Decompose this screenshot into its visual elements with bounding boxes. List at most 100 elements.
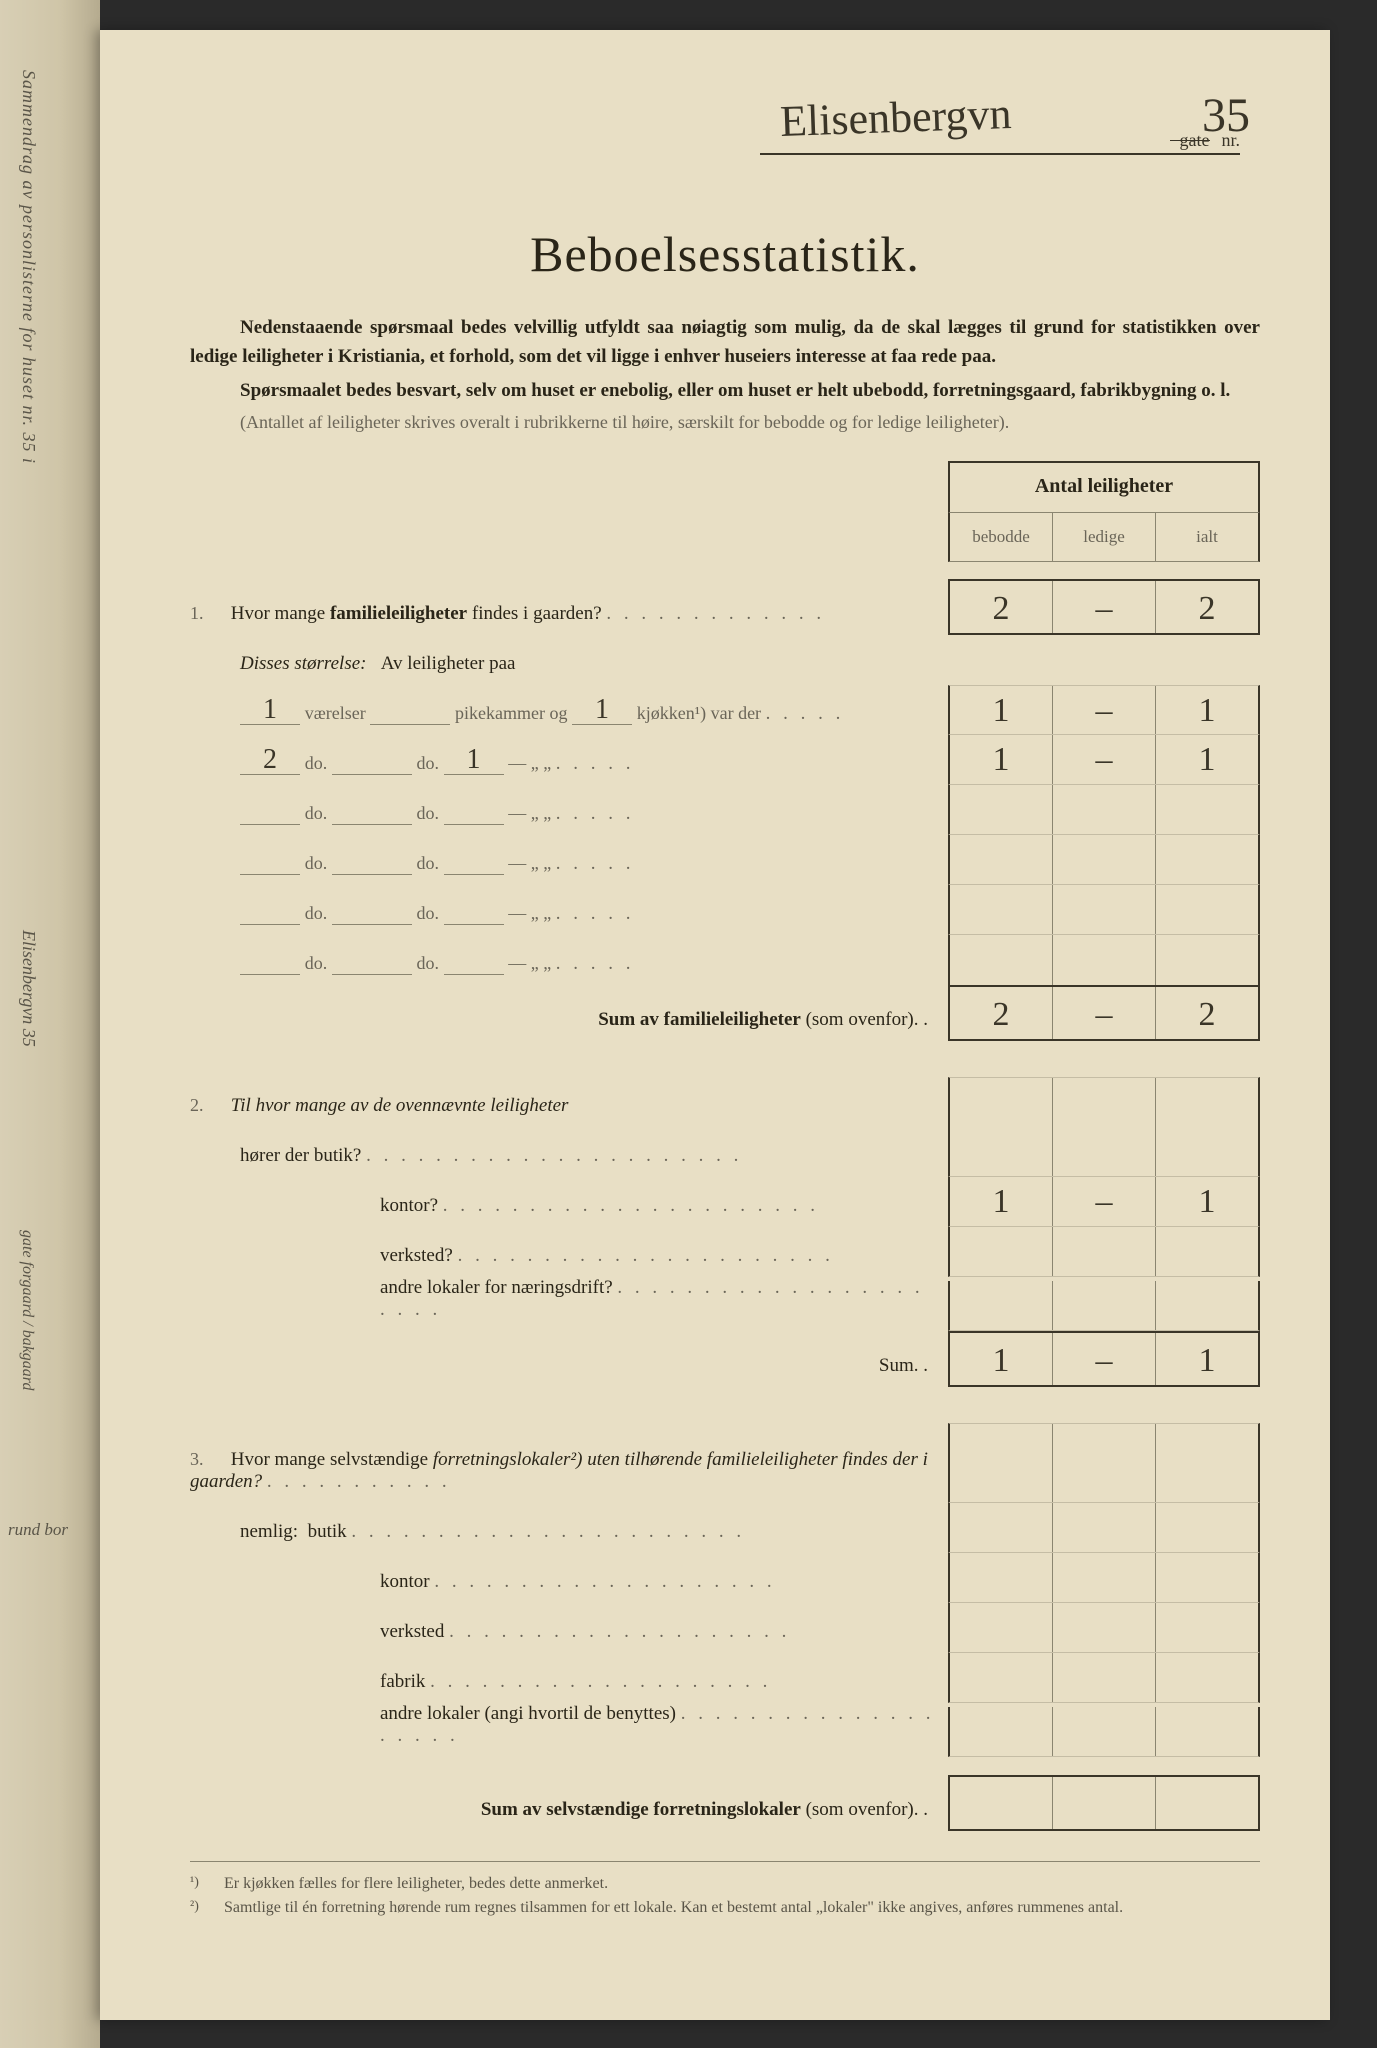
q1-sum-text: Sum av familieleiligheter (som ovenfor).…: [190, 1009, 948, 1041]
q2-line-text: andre lokaler for næringsdrift? . . . . …: [190, 1277, 948, 1331]
q2-sum-ialt: 1: [1156, 1333, 1258, 1385]
q2-header: 2. Til hvor mange av de ovennævnte leili…: [190, 1077, 1260, 1127]
q2-text: 2. Til hvor mange av de ovennævnte leili…: [190, 1095, 948, 1127]
cell-bebodde: [950, 1227, 1053, 1276]
intro-note: (Antallet af leiligheter skrives overalt…: [190, 409, 1260, 437]
q2-line-label: verksted?: [380, 1245, 453, 1266]
q1-size-text: do. do. — „ „ . . . . .: [190, 953, 948, 985]
q3-line-0: butik: [308, 1521, 347, 1542]
q1-disses-label: Disses størrelse:: [240, 653, 367, 674]
cell-ialt: [1156, 1553, 1258, 1602]
q2-line-label: hører der butik?: [240, 1145, 361, 1166]
q3-text-a: Hvor mange selvstændige: [231, 1449, 433, 1470]
cell-bebodde: [950, 1553, 1053, 1602]
q1-size-text: do. do. — „ „ . . . . .: [190, 903, 948, 935]
q1-size-cells: [948, 935, 1260, 985]
form-paper: Elisenbergvn gate nr. 35 Beboelsesstatis…: [100, 30, 1330, 2020]
cell-ledige: [1053, 1707, 1156, 1756]
dots: . . . . .: [556, 753, 635, 774]
kjokken-label: — „ „: [508, 953, 555, 973]
q1-size-text: do. do. — „ „ . . . . .: [190, 803, 948, 835]
q2-line-cells: [948, 1227, 1260, 1277]
q3-line-cells: [948, 1707, 1260, 1757]
pikekammer-label: do.: [417, 753, 444, 773]
footnote-2-num: ²): [190, 1896, 224, 1920]
dots: . . . . . . . . . . . . . . . . . . . .: [449, 1621, 790, 1642]
pikekammer-label: pikekammer og: [455, 703, 572, 723]
q3-nemlig-row: nemlig: butik . . . . . . . . . . . . . …: [190, 1503, 1260, 1553]
cell-ialt: [1156, 1653, 1258, 1702]
q2-line-label: kontor?: [380, 1195, 438, 1216]
cell-ialt: [1156, 835, 1258, 884]
q3-line-row: kontor . . . . . . . . . . . . . . . . .…: [190, 1553, 1260, 1603]
footnote-2: ²) Samtlige til én forretning hørende ru…: [190, 1896, 1260, 1920]
q1-ialt: 2: [1156, 581, 1258, 633]
cell-bebodde: 1: [950, 686, 1053, 734]
pikekammer-value: [332, 774, 412, 775]
q1-size-row: do. do. — „ „ . . . . .: [190, 935, 1260, 985]
pikekammer-value: [370, 724, 450, 725]
cell-ialt: 1: [1156, 1177, 1258, 1226]
q2-line-row: verksted? . . . . . . . . . . . . . . . …: [190, 1227, 1260, 1277]
count-table-header: Antal leiligheter bebodde ledige ialt: [948, 461, 1260, 562]
q1-size-text: 2 do. do. 1 — „ „ . . . . .: [190, 746, 948, 785]
q3-head-cells: [948, 1423, 1260, 1503]
q1-size-row: 2 do. do. 1 — „ „ . . . . . 1 – 1: [190, 735, 1260, 785]
q1-text-c: findes i gaarden?: [467, 603, 602, 624]
q1-bebodde: 2: [950, 581, 1053, 633]
q1-size-cells: [948, 835, 1260, 885]
form-title: Beboelsesstatistik.: [190, 225, 1260, 283]
q1-number: 1.: [190, 603, 226, 624]
cell-bebodde: [950, 1127, 1053, 1176]
q3-line-text: kontor . . . . . . . . . . . . . . . . .…: [190, 1571, 948, 1603]
q3-line-label: verksted: [380, 1621, 444, 1642]
q2-sum-text: Sum. .: [190, 1355, 948, 1387]
cell-ialt: 1: [1156, 735, 1258, 784]
kjokken-value: [444, 874, 504, 875]
dots: . . . . . . . . . . . . . . . . . . . . …: [458, 1245, 834, 1266]
cell-bebodde: 1: [950, 1177, 1053, 1226]
pikekammer-value: [332, 974, 412, 975]
cell-ialt: [1156, 1227, 1258, 1276]
cell-ledige: [1053, 785, 1156, 834]
kjokken-value: 1: [444, 746, 504, 775]
cell-ledige: [1053, 1603, 1156, 1652]
cell-ledige: [1053, 935, 1156, 985]
spine-rund-bor: rund bor: [8, 1520, 68, 1540]
vaerelser-value: 1: [240, 696, 300, 725]
col-ledige: ledige: [1053, 513, 1156, 561]
pikekammer-label: do.: [417, 903, 444, 923]
dots: . . . . .: [766, 703, 845, 724]
q3-line-label: andre lokaler (angi hvortil de benyttes): [380, 1703, 676, 1724]
cell-ialt: [1156, 1707, 1258, 1756]
vaerelser-label: do.: [305, 953, 332, 973]
q2-sum-row: Sum. . 1 – 1: [190, 1331, 1260, 1387]
q3-nemlig: nemlig: butik . . . . . . . . . . . . . …: [190, 1521, 948, 1553]
q1-sum-row: Sum av familieleiligheter (som ovenfor).…: [190, 985, 1260, 1041]
cell-bebodde: [950, 1281, 1053, 1330]
page: Sammendrag av personlisterne for huset n…: [0, 0, 1377, 2048]
pikekammer-value: [332, 924, 412, 925]
form-body: Antal leiligheter bebodde ledige ialt 1.…: [190, 461, 1260, 1831]
q1-disses-row: Disses størrelse: Av leiligheter paa: [190, 635, 1260, 685]
q2-line-row: kontor? . . . . . . . . . . . . . . . . …: [190, 1177, 1260, 1227]
cell-ialt: [1156, 785, 1258, 834]
vaerelser-value: [240, 874, 300, 875]
cell-ialt: [1156, 935, 1258, 985]
spine-text-2: Elisenbergvn 35: [18, 930, 39, 1047]
q3-sum-cells: [948, 1775, 1260, 1831]
table-subhead: bebodde ledige ialt: [948, 512, 1260, 562]
q2-line-cells: 1 – 1: [948, 1177, 1260, 1227]
dots: . . . . . . . . . . . . . . . . . . . . …: [351, 1521, 745, 1542]
dots: . . . . .: [556, 803, 635, 824]
vaerelser-label: do.: [305, 903, 332, 923]
q1-sum-bebodde: 2: [950, 987, 1053, 1039]
q1-cells: 2 – 2: [948, 579, 1260, 635]
dots: . . . . . . . . . . . . . . . . . . . .: [430, 1671, 771, 1692]
q1-size-cells: [948, 785, 1260, 835]
cell-bebodde: [950, 885, 1053, 934]
cell-ledige: [1053, 835, 1156, 884]
vaerelser-value: [240, 924, 300, 925]
dots: . . . . . . . . . . . . . . . . . . . . …: [443, 1195, 819, 1216]
dots: . . . . . . . . . . . . .: [606, 603, 825, 624]
